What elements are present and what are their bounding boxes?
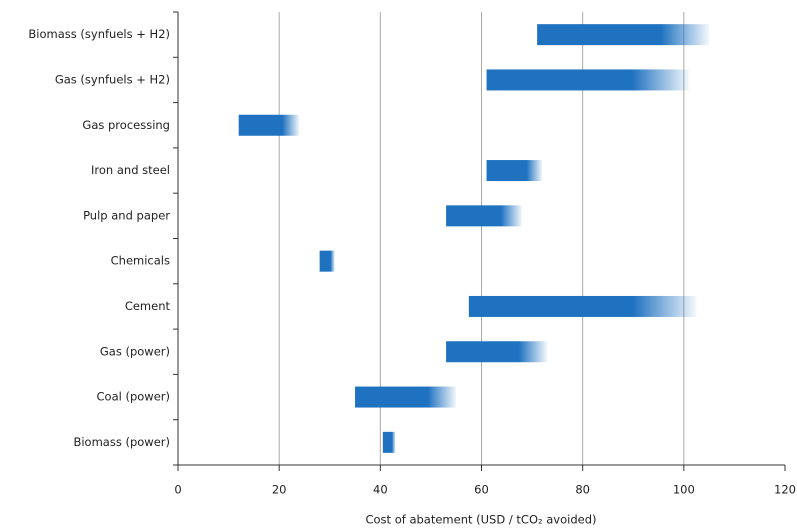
y-tick-label: Gas (synfuels + H2) xyxy=(55,72,170,86)
x-tick-label: 0 xyxy=(174,483,181,497)
bar xyxy=(486,160,543,182)
y-tick-label: Iron and steel xyxy=(91,163,170,177)
y-tick-label: Coal (power) xyxy=(97,390,170,404)
y-tick-label: Pulp and paper xyxy=(83,208,170,222)
y-tick-label: Gas processing xyxy=(82,118,170,132)
bar xyxy=(319,250,335,272)
x-tick-label: 40 xyxy=(373,483,388,497)
x-tick-label: 100 xyxy=(673,483,695,497)
y-tick-label: Biomass (power) xyxy=(73,435,170,449)
y-tick-label: Biomass (synfuels + H2) xyxy=(28,27,170,41)
bar xyxy=(238,114,300,136)
y-tick-label: Cement xyxy=(125,299,171,313)
x-tick-label: 20 xyxy=(272,483,287,497)
x-axis-label: Cost of abatement (USD / tCO₂ avoided) xyxy=(365,513,596,527)
bar xyxy=(355,386,457,408)
bar xyxy=(446,341,548,363)
x-tick-label: 80 xyxy=(575,483,590,497)
bar xyxy=(468,295,697,317)
y-tick-label: Chemicals xyxy=(111,254,170,268)
bar xyxy=(382,431,396,453)
bar xyxy=(486,69,689,91)
x-tick-label: 120 xyxy=(774,483,796,497)
bar xyxy=(446,205,522,227)
y-tick-label: Gas (power) xyxy=(100,344,170,358)
bar xyxy=(537,24,710,46)
x-tick-label: 60 xyxy=(474,483,489,497)
